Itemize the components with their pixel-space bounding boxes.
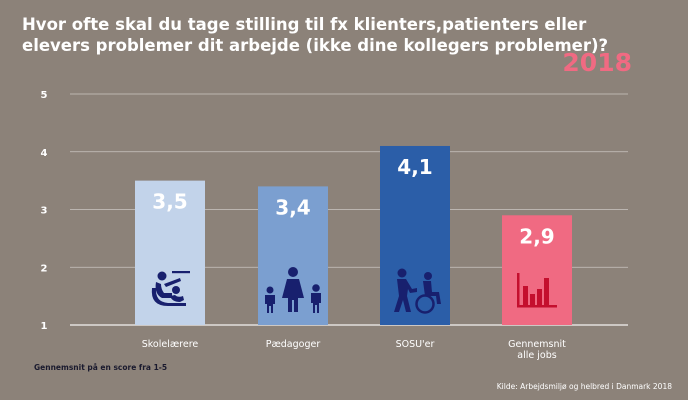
bar-value-label: 4,1 [397, 155, 432, 179]
bar-value-label: 3,5 [152, 190, 187, 214]
source-credit: Kilde: Arbejdsmiljø og helbred i Danmark… [496, 382, 672, 391]
year-label: 2018 [562, 48, 632, 77]
bar-chart-icon [517, 273, 557, 308]
footnote: Gennemsnit på en score fra 1-5 [34, 363, 168, 372]
chart-title-line-1: Hvor ofte skal du tage stilling til fx k… [22, 15, 587, 34]
y-tick-label: 5 [41, 90, 48, 101]
category-label: alle jobs [517, 350, 556, 361]
chart-title-line-2: elevers problemer dit arbejde (ikke dine… [22, 36, 609, 55]
y-axis-tick-labels: 1 2 3 4 5 [41, 90, 48, 332]
category-label: SOSU'er [396, 339, 435, 350]
bar-icons [151, 267, 557, 314]
y-tick-label: 4 [41, 148, 48, 159]
category-label: Skolelærere [142, 339, 199, 350]
value-labels: 3,5 3,4 4,1 2,9 [152, 155, 554, 248]
caregiver-wheelchair-icon [394, 268, 441, 314]
bars [135, 145, 572, 325]
bar [135, 180, 205, 325]
category-label: Pædagoger [266, 339, 321, 350]
category-label: Gennemsnit [508, 339, 566, 350]
bar-value-label: 2,9 [519, 224, 554, 248]
y-tick-label: 3 [41, 206, 48, 217]
family-icon [265, 267, 321, 313]
category-labels: Skolelærere Pædagoger SOSU'er Gennemsnitall… [142, 339, 566, 361]
bar-value-label: 3,4 [275, 195, 310, 219]
teacher-icon [151, 271, 190, 306]
chart-title: Hvor ofte skal du tage stilling til fx k… [22, 14, 609, 56]
y-tick-label: 1 [41, 321, 48, 332]
y-tick-label: 2 [41, 263, 48, 274]
